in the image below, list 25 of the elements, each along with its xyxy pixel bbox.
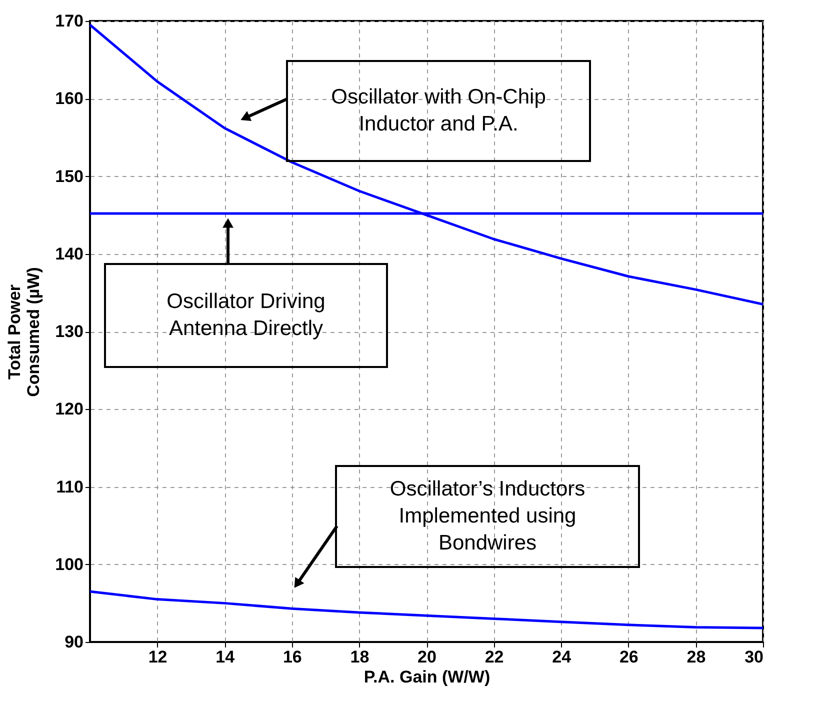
x-tick-label: 18 bbox=[350, 648, 370, 666]
annotation: Oscillator Driving Antenna Directly bbox=[166, 290, 326, 340]
line-series bbox=[88, 590, 764, 630]
y-tick-label: 170 bbox=[55, 12, 84, 30]
annotation: Oscillator with On-Chip Inductor and P.A. bbox=[331, 86, 546, 136]
y-tick-label: 100 bbox=[55, 554, 84, 574]
x-tick-label: 26 bbox=[619, 648, 638, 666]
x-tick-label: 22 bbox=[484, 648, 504, 666]
y-tick-label: 160 bbox=[55, 89, 84, 108]
y-tick-label: 150 bbox=[55, 166, 84, 186]
y-tick-label: 140 bbox=[55, 244, 84, 264]
x-tick-label: 30 bbox=[744, 648, 764, 666]
x-tick-label: 16 bbox=[282, 648, 302, 666]
annotation: Oscillator’s Inductors Implemented using Bondwires bbox=[390, 478, 586, 554]
y-axis-title: Total Power Consumed (µW) bbox=[5, 267, 44, 397]
y-tick-label: 130 bbox=[55, 322, 84, 341]
x-tick-label: 24 bbox=[552, 648, 572, 666]
y-tick-label: 110 bbox=[56, 477, 84, 496]
x-axis-title: P.A. Gain (W/W) bbox=[364, 668, 490, 686]
x-tick-label: 12 bbox=[148, 648, 168, 666]
y-tick-label: 120 bbox=[55, 400, 84, 419]
x-tick-label: 20 bbox=[418, 648, 436, 666]
y-tick-label: 90 bbox=[64, 632, 84, 652]
x-tick-label: 28 bbox=[686, 648, 706, 666]
x-tick-label: 14 bbox=[216, 648, 236, 666]
